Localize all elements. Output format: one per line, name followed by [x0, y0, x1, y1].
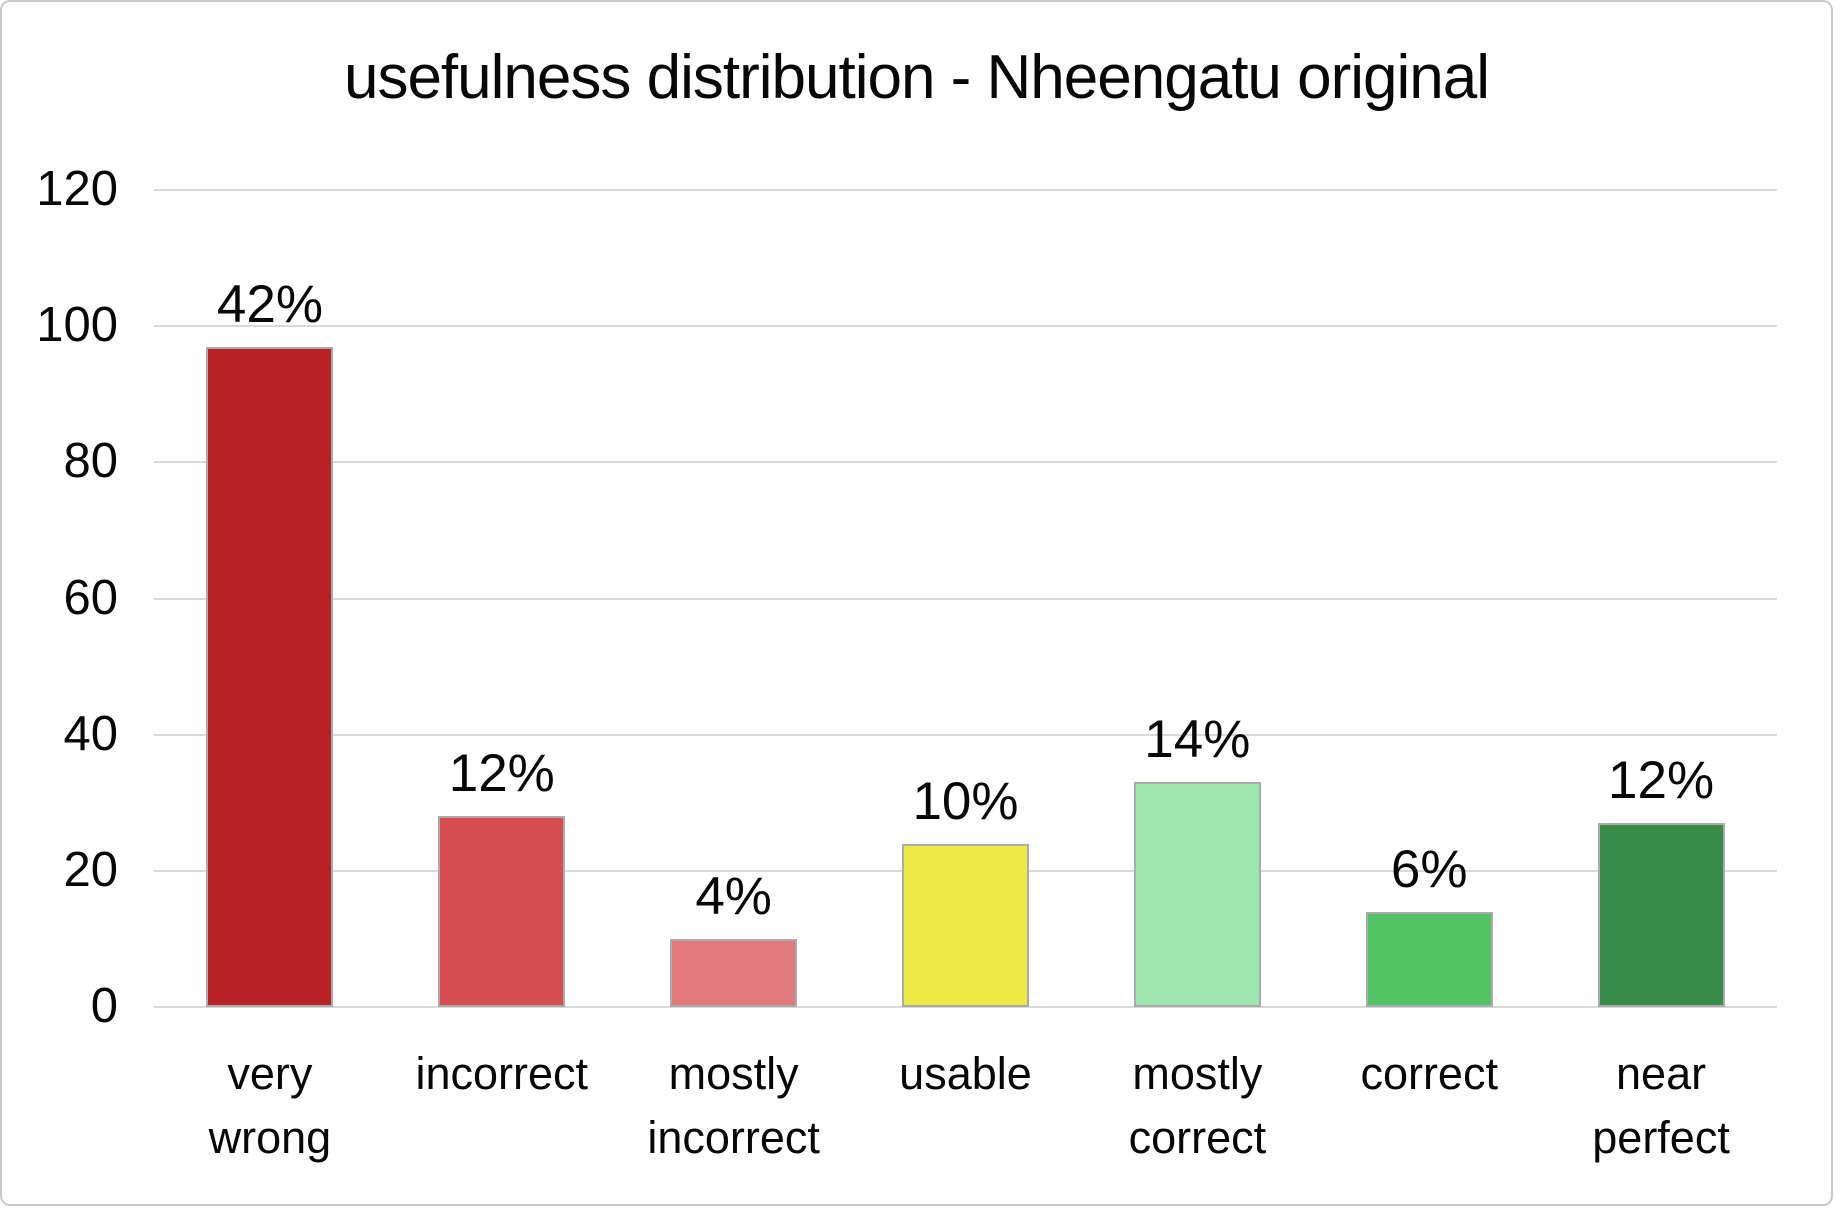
x-axis-category-label: near perfect [1592, 1048, 1730, 1163]
x-axis-category-label: very wrong [208, 1048, 332, 1163]
y-axis-tick-label: 80 [63, 434, 118, 489]
bar-data-label: 42% [216, 274, 323, 334]
x-axis-category-label: incorrect [415, 1048, 589, 1099]
bar-mostly-incorrect [670, 938, 798, 1007]
bar-data-label: 4% [695, 866, 772, 926]
bar-data-label: 12% [1608, 751, 1715, 811]
bar-data-label: 12% [448, 744, 555, 804]
y-axis-tick-label: 120 [36, 162, 118, 216]
gridline [154, 189, 1777, 191]
x-axis-category-label: mostly incorrect [647, 1048, 820, 1163]
gridline [154, 461, 1777, 464]
bar-data-label: 6% [1390, 839, 1468, 899]
gridline [154, 733, 1777, 736]
bar-correct [1365, 911, 1493, 1007]
x-axis-category-label: mostly correct [1128, 1048, 1267, 1163]
bar-data-label: 10% [912, 771, 1019, 831]
gridline [154, 325, 1777, 328]
y-axis-tick-label: 0 [90, 979, 118, 1033]
bar-incorrect [438, 816, 566, 1007]
y-axis-tick-label: 20 [63, 842, 118, 897]
bar-near-perfect [1597, 823, 1725, 1007]
bar-data-label: 14% [1144, 710, 1251, 770]
x-axis-category-label: usable [899, 1048, 1032, 1099]
y-axis-tick-label: 100 [36, 298, 118, 353]
bar-usable [902, 843, 1029, 1007]
y-axis-tick-label: 60 [63, 570, 118, 625]
bar-mostly-correct [1133, 782, 1261, 1007]
chart-title: usefulness distribution - Nheengatu orig… [343, 43, 1490, 112]
bar-very-wrong [206, 346, 334, 1007]
y-axis-tick-label: 40 [63, 706, 118, 761]
gridline [154, 597, 1777, 600]
x-axis-category-label: correct [1360, 1048, 1498, 1099]
gridline [154, 1006, 1777, 1008]
